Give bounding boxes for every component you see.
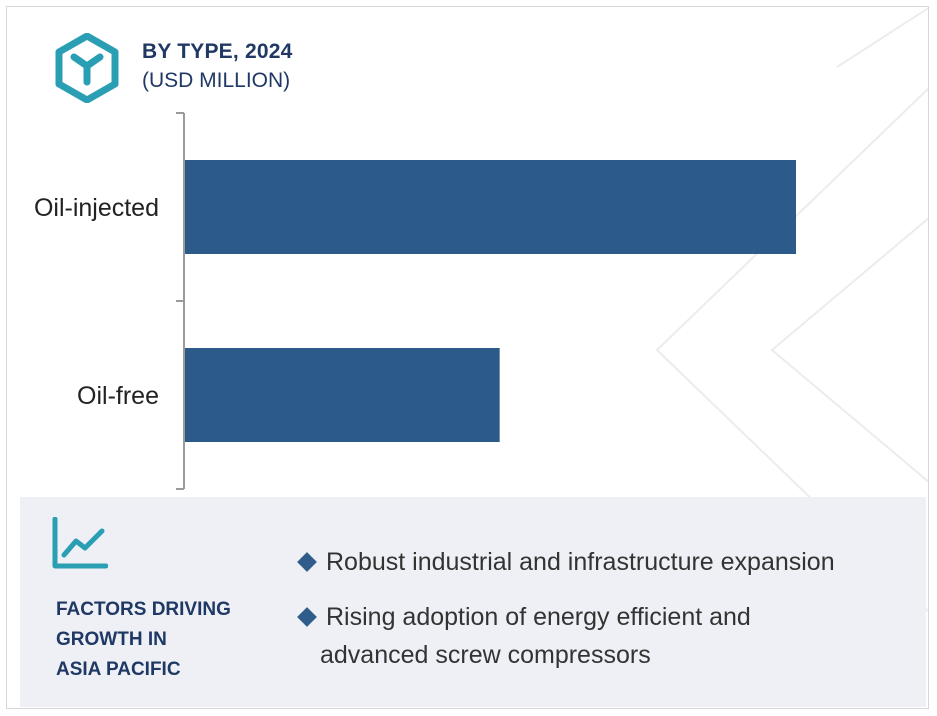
cube-logo-icon xyxy=(55,33,119,103)
category-labels: Oil-injected Oil-free xyxy=(34,194,159,410)
factor-text: Rising adoption of energy efficient and xyxy=(326,603,751,631)
trend-chart-icon xyxy=(52,517,108,569)
bars xyxy=(185,160,796,442)
factor-item: Rising adoption of energy efficient and … xyxy=(297,598,926,674)
factors-title-line: ASIA PACIFIC xyxy=(56,659,181,680)
factor-text: Robust industrial and infrastructure exp… xyxy=(326,548,835,576)
figure-frame: BY TYPE, 2024 (USD MILLION) Oil-injected… xyxy=(6,6,929,709)
y-axis xyxy=(176,112,185,490)
factors-panel: FACTORS DRIVING GROWTH IN ASIA PACIFIC R… xyxy=(20,497,926,707)
bar-oil-free xyxy=(185,348,500,442)
category-label: Oil-injected xyxy=(34,194,159,222)
factors-title-line: FACTORS DRIVING xyxy=(56,599,231,620)
chart-subtitle: (USD MILLION) xyxy=(142,69,291,92)
bar-chart: Oil-injected Oil-free xyxy=(34,112,796,490)
factors-title: FACTORS DRIVING GROWTH IN ASIA PACIFIC xyxy=(56,595,231,685)
factor-text: advanced screw compressors xyxy=(320,641,651,669)
category-label: Oil-free xyxy=(77,382,159,410)
factors-title-line: GROWTH IN xyxy=(56,629,167,650)
bar-oil-injected xyxy=(185,160,796,254)
chart-title: BY TYPE, 2024 xyxy=(142,40,293,63)
factor-item: Robust industrial and infrastructure exp… xyxy=(297,543,926,581)
